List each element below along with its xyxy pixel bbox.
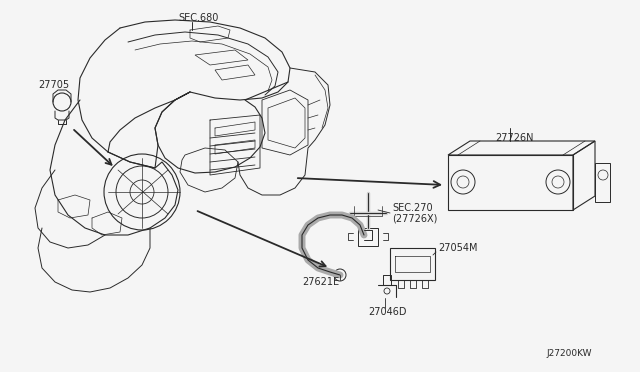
Text: J27200KW: J27200KW <box>547 349 592 358</box>
Text: SEC.680: SEC.680 <box>178 13 218 23</box>
Text: 27054M: 27054M <box>438 243 477 253</box>
Text: 27046D: 27046D <box>368 307 406 317</box>
Text: SEC.270: SEC.270 <box>392 203 433 213</box>
Text: 27705: 27705 <box>38 80 69 90</box>
Text: (27726X): (27726X) <box>392 213 437 223</box>
Text: 27726N: 27726N <box>495 133 534 143</box>
Text: 27621E: 27621E <box>302 277 339 287</box>
